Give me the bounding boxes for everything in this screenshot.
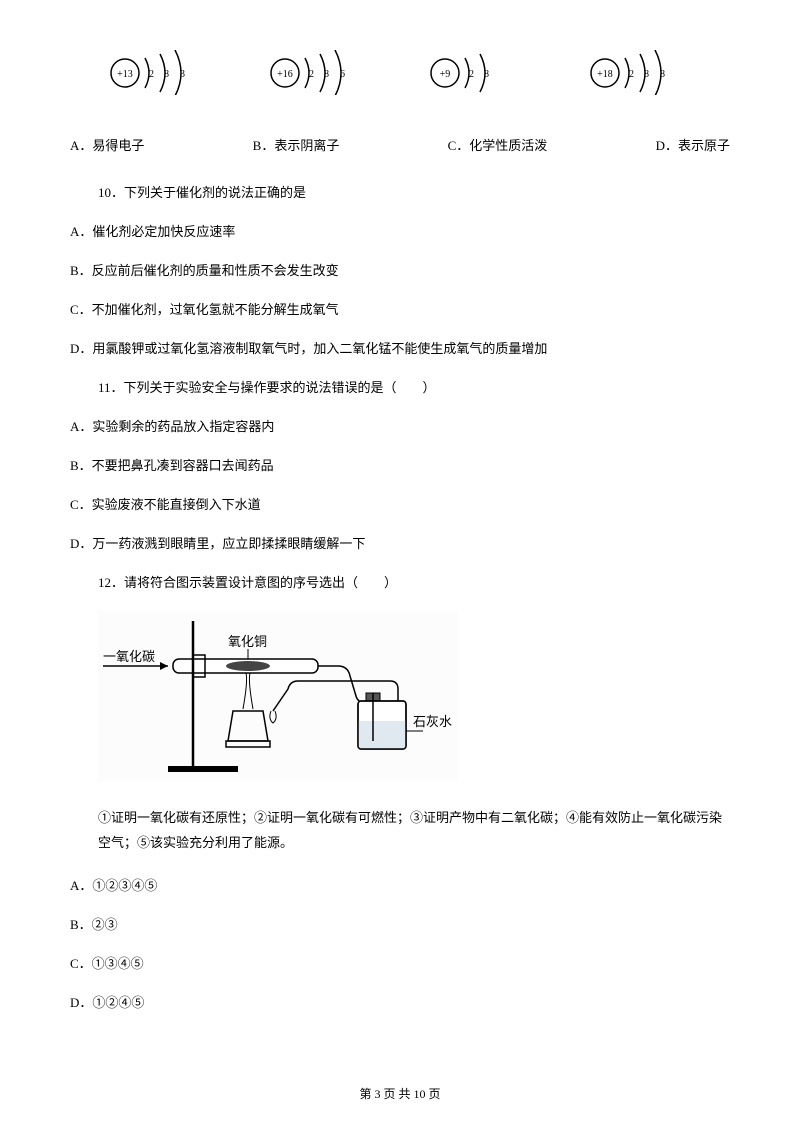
svg-text:8: 8 — [164, 69, 169, 80]
svg-text:8: 8 — [484, 69, 489, 80]
page-footer: 第 3 页 共 10 页 — [0, 1085, 800, 1102]
q11-d: D．万一药液溅到眼睛里，应立即揉揉眼睛缓解一下 — [70, 533, 730, 552]
svg-text:2: 2 — [469, 69, 474, 80]
q10-b: B．反应前后催化剂的质量和性质不会发生改变 — [70, 260, 730, 279]
atom-diagrams-row: +13 2 8 3 +16 2 8 6 +9 2 8 — [70, 50, 730, 95]
nucleus-text: +9 — [440, 69, 451, 80]
q10-c: C．不加催化剂，过氧化氢就不能分解生成氧气 — [70, 299, 730, 318]
svg-text:6: 6 — [340, 69, 345, 80]
cuo-label: 氧化铜 — [228, 634, 267, 649]
svg-text:2: 2 — [629, 69, 634, 80]
q9-option-c: C．化学性质活泼 — [448, 135, 548, 154]
svg-text:3: 3 — [180, 69, 185, 80]
nucleus-text: +18 — [597, 69, 613, 80]
nucleus-text: +13 — [117, 69, 133, 80]
q12-statements: ①证明一氧化碳有还原性；②证明一氧化碳有可燃性；③证明产物中有二氧化碳；④能有效… — [98, 806, 730, 855]
svg-text:8: 8 — [644, 69, 649, 80]
svg-text:8: 8 — [660, 69, 665, 80]
atom-diagram-1: +13 2 8 3 — [105, 50, 215, 95]
q10-a: A．催化剂必定加快反应速率 — [70, 221, 730, 240]
q9-option-a: A．易得电子 — [70, 135, 144, 154]
co-label: 一氧化碳 — [103, 649, 155, 664]
q12-d: D．①②④⑤ — [70, 992, 730, 1011]
q9-options: A．易得电子 B．表示阴离子 C．化学性质活泼 D．表示原子 — [70, 135, 730, 154]
q11-a: A．实验剩余的药品放入指定容器内 — [70, 416, 730, 435]
q9-option-d: D．表示原子 — [656, 135, 730, 154]
q12-b: B．②③ — [70, 914, 730, 933]
lime-label: 石灰水 — [413, 714, 452, 729]
svg-text:2: 2 — [149, 69, 154, 80]
q9-option-b: B．表示阴离子 — [253, 135, 340, 154]
q11-header: 11．下列关于实验安全与操作要求的说法错误的是（ ） — [98, 377, 730, 396]
apparatus-diagram: 一氧化碳 氧化铜 石灰水 — [98, 611, 730, 781]
q10-d: D．用氯酸钾或过氧化氢溶液制取氧气时，加入二氧化锰不能使生成氧气的质量增加 — [70, 338, 730, 357]
atom-diagram-2: +16 2 8 6 — [265, 50, 375, 95]
q11-b: B．不要把鼻孔凑到容器口去闻药品 — [70, 455, 730, 474]
atom-diagram-4: +18 2 8 8 — [585, 50, 695, 95]
q11-c: C．实验废液不能直接倒入下水道 — [70, 494, 730, 513]
atom-diagram-3: +9 2 8 — [425, 50, 535, 95]
nucleus-text: +16 — [277, 69, 293, 80]
q12-c: C．①③④⑤ — [70, 953, 730, 972]
q10-header: 10．下列关于催化剂的说法正确的是 — [98, 182, 730, 201]
q12-header: 12．请将符合图示装置设计意图的序号选出（ ） — [98, 572, 730, 591]
svg-text:8: 8 — [324, 69, 329, 80]
svg-text:2: 2 — [309, 69, 314, 80]
q12-a: A．①②③④⑤ — [70, 875, 730, 894]
